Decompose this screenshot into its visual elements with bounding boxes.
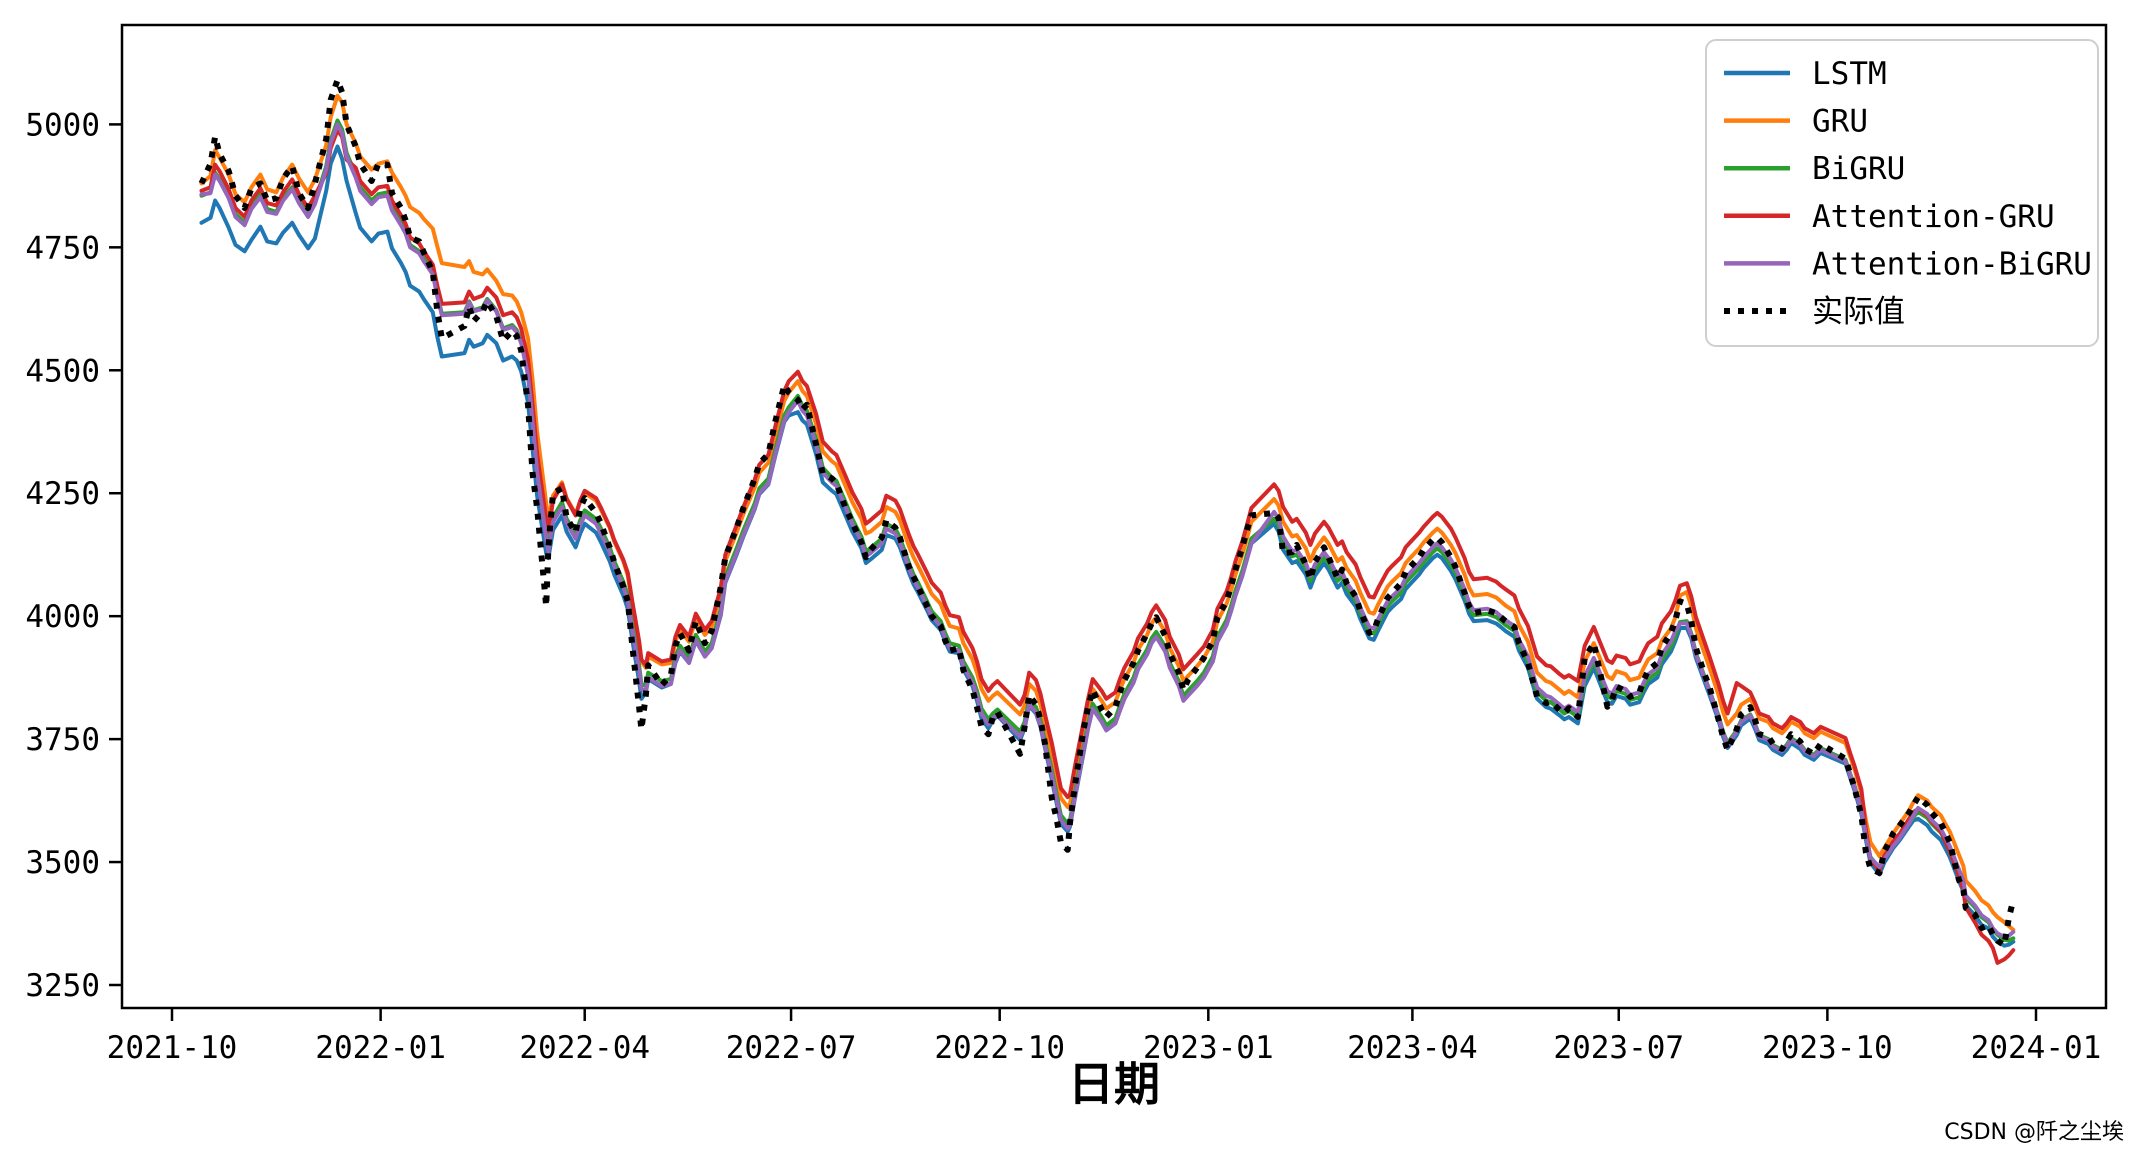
x-tick-label: 2022-07 — [726, 1030, 857, 1066]
y-tick-label: 4000 — [25, 599, 100, 635]
x-tick-label: 2022-01 — [315, 1030, 446, 1066]
x-tick-label: 2022-04 — [519, 1030, 650, 1066]
x-tick-label: 2024-01 — [1971, 1030, 2102, 1066]
series-line-实际值 — [198, 77, 2017, 949]
x-tick-label: 2023-04 — [1347, 1030, 1478, 1066]
legend-label-Attention-BiGRU: Attention-BiGRU — [1812, 246, 2092, 282]
legend-label-BiGRU: BiGRU — [1812, 151, 1905, 187]
legend-label-LSTM: LSTM — [1812, 56, 1887, 92]
x-tick-label: 2023-01 — [1143, 1030, 1274, 1066]
x-tick-label: 2022-10 — [934, 1030, 1065, 1066]
legend-label-实际值: 实际值 — [1812, 294, 1905, 330]
y-tick-label: 3750 — [25, 722, 100, 758]
x-tick-label: 2023-10 — [1762, 1030, 1893, 1066]
x-axis-label: 日期 — [1068, 1057, 1160, 1111]
plot-border — [120, 23, 2108, 1010]
y-tick-label: 4750 — [25, 230, 100, 266]
y-tick-label: 3500 — [25, 845, 100, 881]
y-tick-label: 3250 — [25, 968, 100, 1004]
series-line-Attention-GRU — [199, 128, 2016, 965]
watermark: CSDN @阡之尘埃 — [1944, 1120, 2124, 1145]
x-tick-label: 2021-10 — [107, 1030, 238, 1066]
x-tick-label: 2023-07 — [1553, 1030, 1684, 1066]
y-tick-label: 5000 — [25, 107, 100, 143]
chart-generated-content: 3250 3500 3750 4000 4250 4500 4750 5000 2021-10 2… — [25, 23, 2108, 1066]
legend-label-GRU: GRU — [1812, 104, 1868, 140]
y-tick-label: 4500 — [25, 353, 100, 389]
legend-label-Attention-GRU: Attention-GRU — [1812, 199, 2055, 235]
legend-box — [1705, 39, 2099, 347]
y-tick-label: 4250 — [25, 476, 100, 512]
